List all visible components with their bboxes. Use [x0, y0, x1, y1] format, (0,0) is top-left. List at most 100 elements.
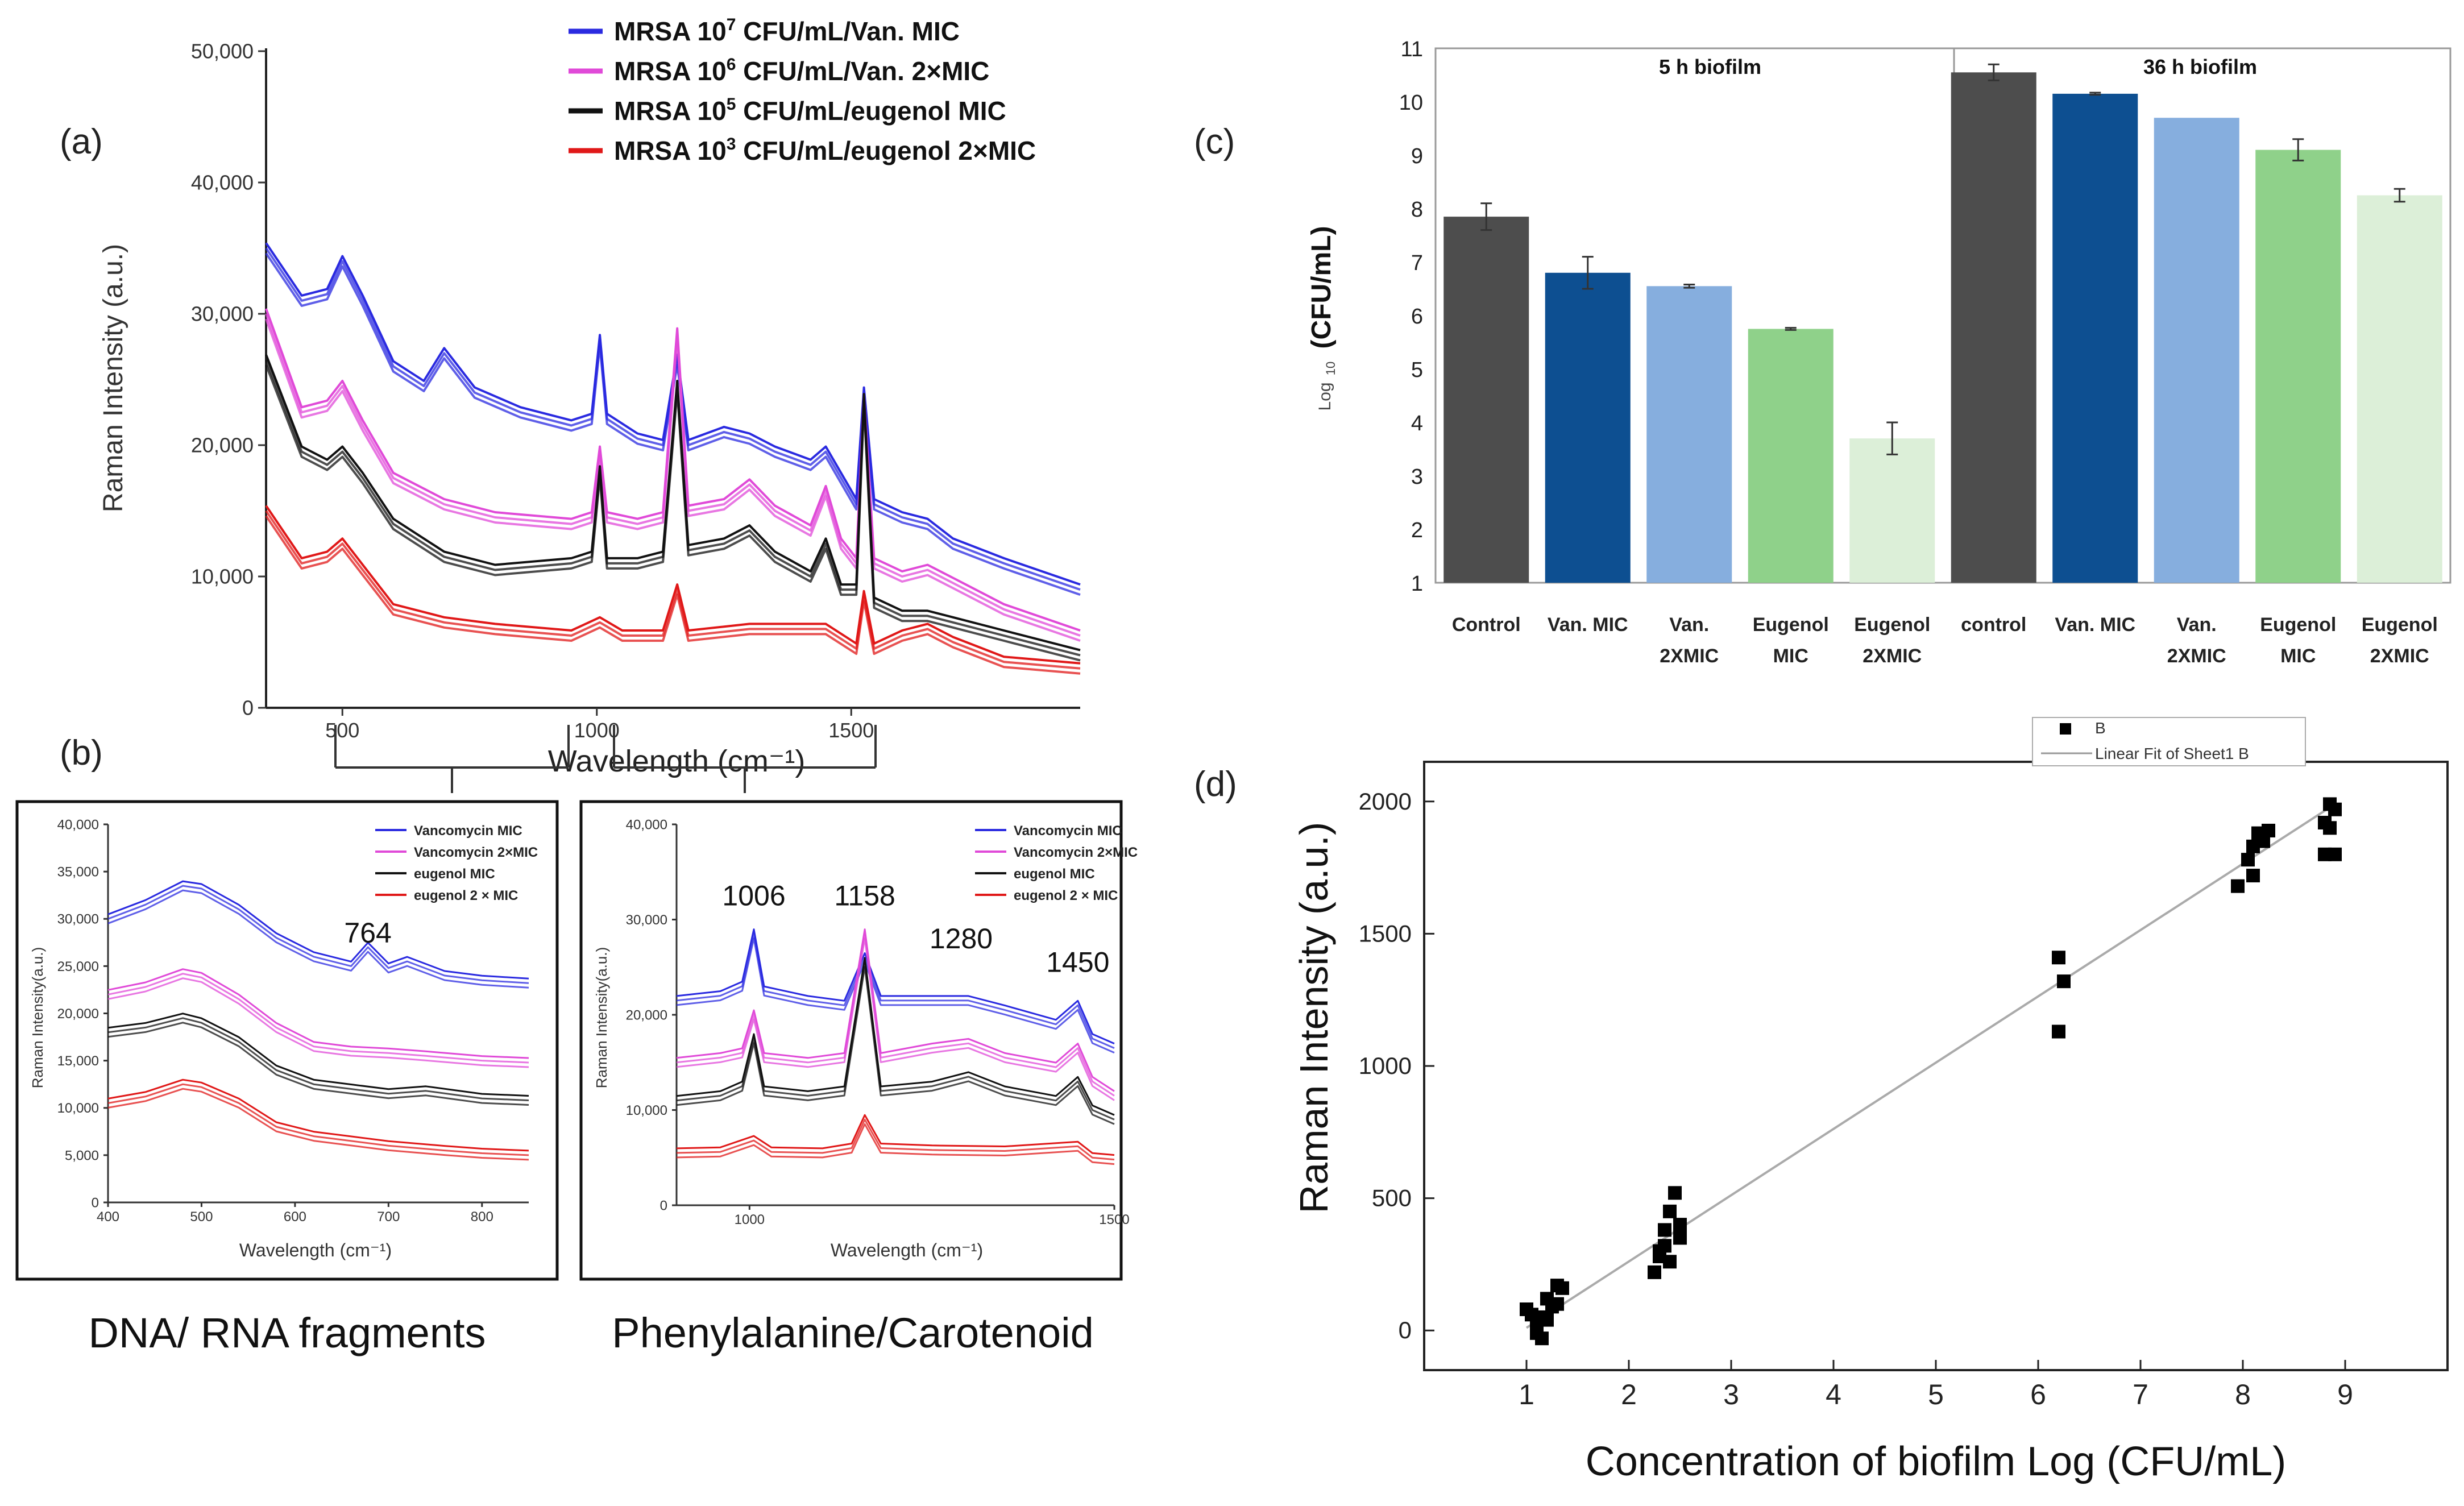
- panel-d-y-label: Raman Intensity (a.u.): [1292, 822, 1336, 1214]
- panel-d: (d) 0 500 1000 1500 2000 1 2 3 4 5 6 7 8 9 B Linear F…: [1194, 717, 2449, 1484]
- y-tick-label: 1: [1411, 572, 1423, 596]
- category-label-5-line2: 2XMIC: [1862, 645, 1922, 667]
- y-tick-label: 7: [1411, 251, 1423, 275]
- y-tick-label: 2: [1411, 518, 1423, 542]
- data-point: [2328, 847, 2342, 861]
- y-tick-label: 20,000: [57, 1006, 99, 1022]
- x-tick-label: 1000: [574, 719, 620, 742]
- data-point: [1530, 1326, 1544, 1340]
- bar-1: [1443, 217, 1529, 583]
- category-label-4-line2: MIC: [1773, 645, 1808, 667]
- x-tick-label: 2: [1621, 1379, 1637, 1410]
- category-label-3-line2: 2XMIC: [1660, 645, 1719, 667]
- series-line-3-rep1: [107, 1013, 529, 1097]
- y-tick-label: 20,000: [191, 434, 254, 457]
- series-line-4-rep2: [107, 1083, 529, 1156]
- panel-c-group-label-5h: 5 h biofilm: [1659, 55, 1761, 78]
- bar-6: [1951, 72, 2036, 583]
- legend-label-2: Vancomycin 2×MIC: [1014, 845, 1138, 860]
- series-line-3-rep3: [676, 966, 1115, 1125]
- panel-b-label: (b): [60, 733, 103, 773]
- y-tick-label: 10,000: [57, 1101, 99, 1116]
- x-tick-label: 1: [1519, 1379, 1534, 1410]
- y-tick-label: 1000: [1359, 1052, 1412, 1079]
- panel-c-y-label-log: Log: [1316, 382, 1334, 410]
- data-point: [1658, 1223, 1671, 1237]
- category-label-2: Van. MIC: [1548, 614, 1628, 636]
- category-label-9-line2: MIC: [2280, 645, 2316, 667]
- data-point: [1648, 1265, 1661, 1279]
- legend-label-3: MRSA 105 CFU/mL/eugenol MIC: [614, 95, 1006, 126]
- y-tick-label: 30,000: [626, 912, 667, 928]
- y-tick-label: 0: [1399, 1317, 1412, 1343]
- bar-10: [2357, 195, 2442, 583]
- legend-label-4: eugenol 2 × MIC: [1014, 888, 1118, 903]
- data-point: [1663, 1255, 1677, 1269]
- panel-d-x-label: Concentration of biofilm Log (CFU/mL): [1586, 1439, 2286, 1484]
- data-point: [1550, 1297, 1564, 1311]
- y-tick-label: 25,000: [57, 959, 99, 974]
- x-tick-label: 3: [1723, 1379, 1739, 1410]
- series-line-1-rep1: [265, 242, 1081, 586]
- y-tick-label: 50,000: [191, 40, 254, 63]
- series-line-4-rep1: [107, 1078, 529, 1152]
- y-tick-label: 1500: [1359, 920, 1412, 947]
- y-tick-label: 6: [1411, 305, 1423, 329]
- panel-d-legend-marker: [2060, 723, 2071, 735]
- y-tick-label: 0: [242, 696, 254, 720]
- y-tick-label: 0: [92, 1195, 99, 1210]
- y-tick-label: 9: [1411, 144, 1423, 168]
- data-point: [2323, 797, 2337, 811]
- x-tick-label: 8: [2235, 1379, 2251, 1410]
- bar-2: [1545, 272, 1631, 583]
- bar-9: [2255, 150, 2341, 583]
- bar-4: [1748, 329, 1834, 583]
- y-tick-label: 10,000: [191, 565, 254, 588]
- panel-b-left-y-label: Raman Intensity(a.u.): [29, 947, 46, 1089]
- x-tick-label: 1000: [735, 1212, 765, 1227]
- data-point: [2318, 816, 2332, 829]
- series-line-1-rep2: [676, 933, 1115, 1049]
- y-tick-label: 30,000: [191, 302, 254, 326]
- panel-d-plot-frame: [1423, 761, 2449, 1371]
- series-line-1-rep1: [676, 928, 1115, 1044]
- panel-c-group-label-36h: 36 h biofilm: [2143, 55, 2257, 78]
- y-tick-label: 35,000: [57, 865, 99, 880]
- data-point: [1668, 1186, 1682, 1200]
- series-line-1-rep1: [107, 880, 529, 980]
- panel-b-right-y-label: Raman Intensity(a.u.): [593, 947, 610, 1089]
- series-line-1-rep3: [676, 937, 1115, 1053]
- data-point: [2246, 869, 2260, 883]
- legend-label-2: MRSA 106 CFU/mL/Van. 2×MIC: [614, 55, 989, 86]
- y-tick-label: 10: [1399, 91, 1423, 115]
- series-line-1-rep3: [107, 889, 529, 989]
- series-line-4-rep3: [676, 1123, 1115, 1165]
- panel-d-legend-label-fit: Linear Fit of Sheet1 B: [2095, 745, 2249, 762]
- x-tick-label: 700: [377, 1209, 400, 1225]
- panel-d-legend-box: [2032, 717, 2306, 766]
- data-point: [1673, 1231, 1687, 1245]
- peak-annotation-1: 1006: [722, 879, 785, 911]
- y-tick-label: 0: [660, 1198, 667, 1213]
- panel-b-left: 0 5,000 10,000 15,000 20,000 25,000 30,000 35,0…: [15, 800, 559, 1281]
- panel-b-right-frame: [579, 800, 1123, 1281]
- panel-b-left-legend: Vancomycin MIC Vancomycin 2×MIC eugenol MI…: [375, 823, 538, 903]
- linear-fit-line: [1525, 803, 2336, 1329]
- category-label-3: Van.: [1669, 614, 1709, 636]
- bar-8: [2154, 118, 2239, 583]
- category-label-10-line2: 2XMIC: [2370, 645, 2429, 667]
- zoom-bracket: [334, 725, 877, 793]
- peak-annotation-3: 1280: [930, 923, 993, 955]
- x-tick-label: 600: [284, 1209, 306, 1225]
- panel-c-label: (c): [1194, 122, 1235, 161]
- y-tick-label: 40,000: [57, 817, 99, 832]
- y-tick-label: 5,000: [65, 1148, 99, 1163]
- panel-a-legend: MRSA 107 CFU/mL/Van. MIC MRSA 106 CFU/mL/…: [569, 15, 1036, 165]
- series-line-4-rep3: [265, 515, 1081, 675]
- panel-d-legend: B Linear Fit of Sheet1 B: [2032, 717, 2306, 766]
- series-line-3-rep3: [107, 1022, 529, 1106]
- category-label-4: Eugenol: [1753, 614, 1829, 636]
- series-line-4-rep1: [676, 1114, 1115, 1156]
- category-label-10: Eugenol: [2362, 614, 2438, 636]
